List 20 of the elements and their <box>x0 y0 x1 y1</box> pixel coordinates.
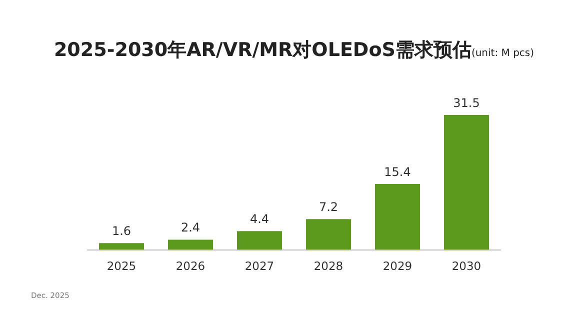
bar <box>306 219 351 250</box>
bar <box>444 115 489 250</box>
x-tick-label: 2030 <box>452 259 482 273</box>
x-tick-label: 2025 <box>106 259 136 273</box>
data-label: 31.5 <box>453 96 480 110</box>
bar <box>375 184 420 250</box>
data-label: 7.2 <box>318 200 338 214</box>
bar <box>237 231 282 250</box>
chart-subtitle: (unit: M pcs) <box>471 48 534 59</box>
chart-title: 2025-2030年AR/VR/MR对OLEDoS需求预估 <box>54 39 472 61</box>
data-label: 4.4 <box>250 212 270 226</box>
data-label: 15.4 <box>384 165 411 179</box>
x-tick-label: 2027 <box>244 259 274 273</box>
x-tick-label: 2026 <box>176 259 206 273</box>
data-label: 1.6 <box>112 224 132 238</box>
data-label: 2.4 <box>180 220 200 235</box>
bar <box>168 240 213 250</box>
x-tick-label: 2028 <box>314 259 344 273</box>
bar <box>99 243 144 250</box>
x-tick-label: 2029 <box>382 259 412 273</box>
